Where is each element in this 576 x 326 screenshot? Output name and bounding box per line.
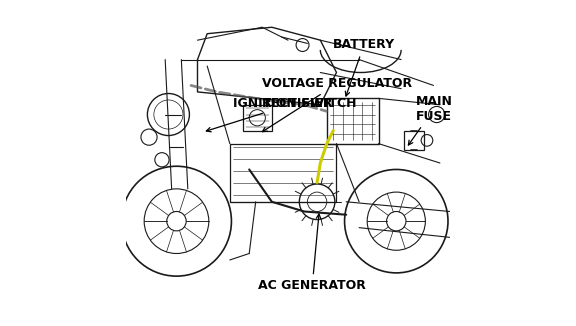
Text: VOLTAGE REGULATOR: VOLTAGE REGULATOR xyxy=(262,77,412,132)
Text: RECTIFIER: RECTIFIER xyxy=(262,97,334,110)
Text: IGNITION SWITCH: IGNITION SWITCH xyxy=(206,97,357,132)
Text: AC GENERATOR: AC GENERATOR xyxy=(258,214,366,292)
Text: MAIN
FUSE: MAIN FUSE xyxy=(408,95,453,145)
Text: BATTERY: BATTERY xyxy=(333,38,395,96)
